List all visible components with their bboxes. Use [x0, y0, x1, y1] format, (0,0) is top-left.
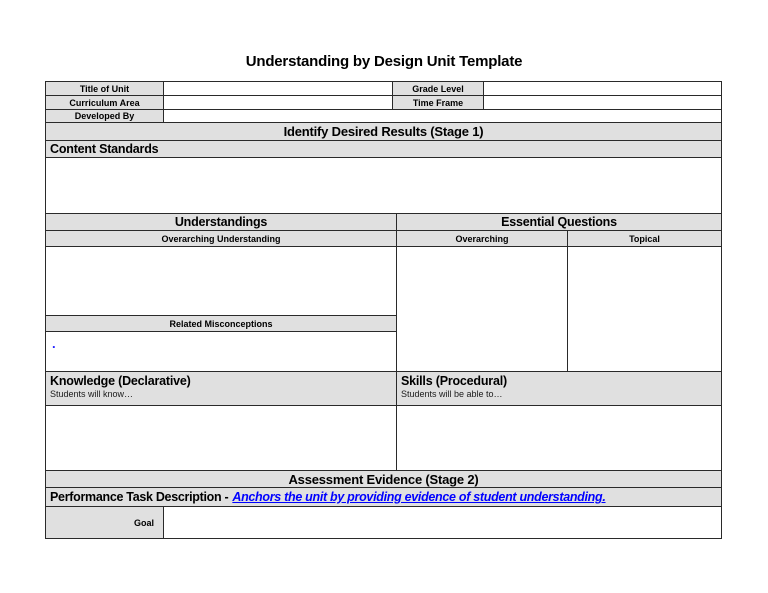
- related-misconceptions-field[interactable]: .: [46, 332, 396, 371]
- knowledge-header: Knowledge (Declarative): [50, 374, 191, 388]
- row-curriculum-time: Curriculum Area Time Frame: [46, 96, 721, 110]
- content-standards-field[interactable]: [46, 158, 721, 213]
- row-stage1-header: Identify Desired Results (Stage 1): [46, 123, 721, 141]
- knowledge-header-cell: Knowledge (Declarative) Students will kn…: [46, 372, 397, 405]
- understandings-header: Understandings: [46, 214, 397, 230]
- row-content-standards-header: Content Standards: [46, 141, 721, 158]
- row-goal: Goal: [46, 507, 721, 538]
- skills-header-cell: Skills (Procedural) Students will be abl…: [397, 372, 721, 405]
- stage2-header: Assessment Evidence (Stage 2): [46, 471, 721, 487]
- skills-field[interactable]: [397, 406, 721, 470]
- page-title: Understanding by Design Unit Template: [245, 53, 523, 70]
- curriculum-area-field[interactable]: [164, 96, 393, 109]
- skills-subtitle: Students will be able to…: [401, 389, 503, 399]
- row-title-grade: Title of Unit Grade Level: [46, 82, 721, 96]
- grade-level-label: Grade Level: [393, 82, 484, 95]
- udb-template-table: Title of Unit Grade Level Curriculum Are…: [45, 81, 722, 539]
- performance-task-note: Anchors the unit by providing evidence o…: [232, 490, 606, 504]
- goal-label: Goal: [46, 507, 164, 538]
- title-of-unit-label: Title of Unit: [46, 82, 164, 95]
- essential-questions-header: Essential Questions: [397, 214, 721, 230]
- row-understanding-body: Related Misconceptions .: [46, 247, 721, 372]
- grade-level-field[interactable]: [484, 82, 721, 95]
- row-knowledge-skills-header: Knowledge (Declarative) Students will kn…: [46, 372, 721, 406]
- row-understandings-eq-header: Understandings Essential Questions: [46, 214, 721, 231]
- performance-task-cell: Performance Task Description - Anchors t…: [46, 488, 721, 506]
- skills-header: Skills (Procedural): [401, 374, 507, 388]
- curriculum-area-label: Curriculum Area: [46, 96, 164, 109]
- content-standards-label: Content Standards: [46, 141, 721, 157]
- row-knowledge-skills-body: [46, 406, 721, 471]
- row-content-standards-body: [46, 158, 721, 214]
- understandings-column: Related Misconceptions .: [46, 247, 397, 371]
- knowledge-field[interactable]: [46, 406, 397, 470]
- eq-overarching-field[interactable]: [397, 247, 568, 371]
- row-developed-by: Developed By: [46, 110, 721, 123]
- overarching-understanding-field[interactable]: [46, 247, 396, 316]
- developed-by-field[interactable]: [164, 110, 721, 122]
- row-performance-task: Performance Task Description - Anchors t…: [46, 488, 721, 507]
- overarching-label: Overarching: [397, 231, 568, 246]
- stage1-header: Identify Desired Results (Stage 1): [46, 123, 721, 140]
- related-misconceptions-label: Related Misconceptions: [46, 316, 396, 332]
- goal-field[interactable]: [164, 507, 721, 538]
- performance-task-label: Performance Task Description -: [50, 490, 229, 504]
- eq-topical-field[interactable]: [568, 247, 721, 371]
- topical-label: Topical: [568, 231, 721, 246]
- developed-by-label: Developed By: [46, 110, 164, 122]
- time-frame-field[interactable]: [484, 96, 721, 109]
- overarching-understanding-label: Overarching Understanding: [46, 231, 397, 246]
- row-subheaders: Overarching Understanding Overarching To…: [46, 231, 721, 247]
- knowledge-subtitle: Students will know…: [50, 389, 134, 399]
- blue-bullet: .: [52, 336, 56, 351]
- time-frame-label: Time Frame: [393, 96, 484, 109]
- row-stage2-header: Assessment Evidence (Stage 2): [46, 471, 721, 488]
- title-of-unit-field[interactable]: [164, 82, 393, 95]
